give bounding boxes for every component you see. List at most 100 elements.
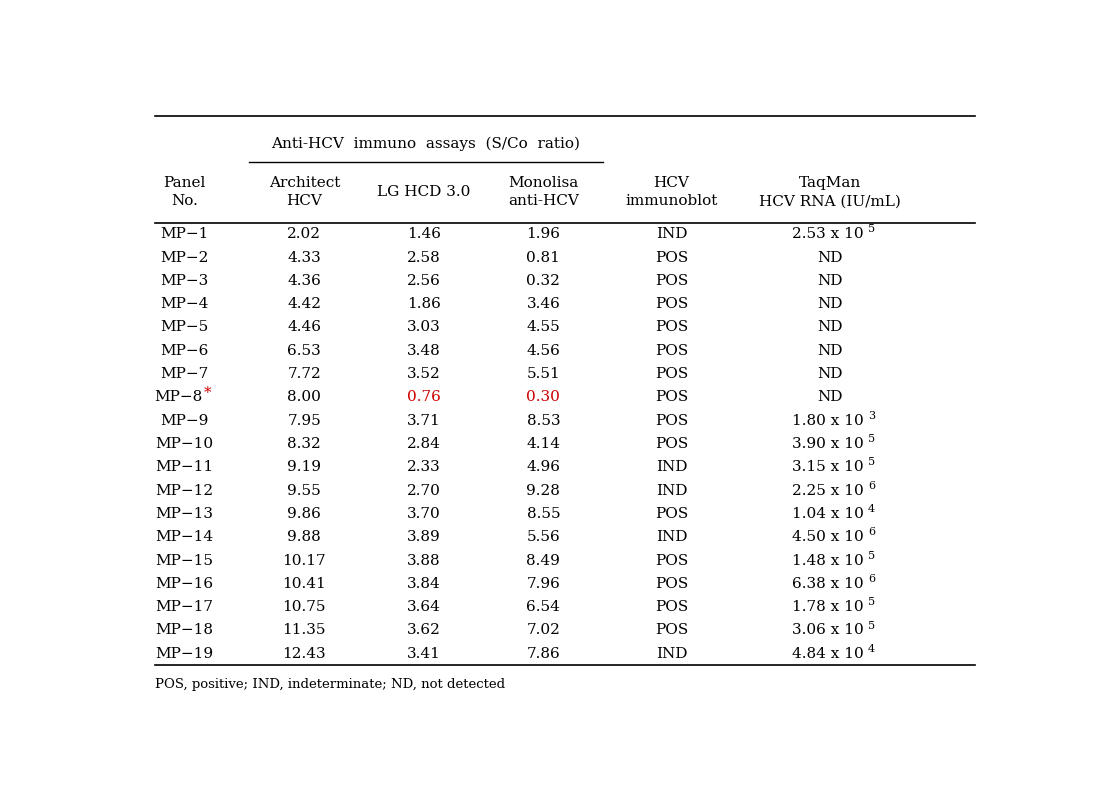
Text: 0.76: 0.76 bbox=[407, 390, 441, 404]
Text: Panel
No.: Panel No. bbox=[163, 176, 206, 209]
Text: Architect
HCV: Architect HCV bbox=[269, 176, 341, 209]
Text: 3.84: 3.84 bbox=[407, 577, 441, 591]
Text: 9.86: 9.86 bbox=[288, 507, 321, 521]
Text: IND: IND bbox=[656, 483, 688, 498]
Text: POS: POS bbox=[655, 554, 688, 567]
Text: MP−7: MP−7 bbox=[161, 367, 209, 381]
Text: 3.06 x 10: 3.06 x 10 bbox=[792, 623, 864, 638]
Text: 7.72: 7.72 bbox=[288, 367, 321, 381]
Text: MP−2: MP−2 bbox=[161, 250, 209, 265]
Text: 12.43: 12.43 bbox=[282, 647, 326, 660]
Text: 3.48: 3.48 bbox=[407, 344, 441, 358]
Text: 5: 5 bbox=[868, 434, 875, 444]
Text: ND: ND bbox=[817, 274, 842, 288]
Text: 4.42: 4.42 bbox=[288, 297, 322, 311]
Text: 10.75: 10.75 bbox=[282, 600, 326, 614]
Text: 3.52: 3.52 bbox=[407, 367, 441, 381]
Text: 0.32: 0.32 bbox=[527, 274, 560, 288]
Text: 7.96: 7.96 bbox=[527, 577, 560, 591]
Text: 9.19: 9.19 bbox=[288, 461, 322, 474]
Text: ND: ND bbox=[817, 321, 842, 334]
Text: 6: 6 bbox=[868, 574, 875, 584]
Text: POS, positive; IND, indeterminate; ND, not detected: POS, positive; IND, indeterminate; ND, n… bbox=[154, 679, 505, 691]
Text: 5: 5 bbox=[868, 621, 875, 630]
Text: IND: IND bbox=[656, 647, 688, 660]
Text: 9.88: 9.88 bbox=[288, 530, 321, 544]
Text: LG HCD 3.0: LG HCD 3.0 bbox=[377, 185, 471, 199]
Text: ND: ND bbox=[817, 390, 842, 404]
Text: 1.46: 1.46 bbox=[407, 228, 441, 241]
Text: 5.51: 5.51 bbox=[527, 367, 560, 381]
Text: 2.02: 2.02 bbox=[288, 228, 322, 241]
Text: 8.55: 8.55 bbox=[527, 507, 560, 521]
Text: 6.54: 6.54 bbox=[527, 600, 560, 614]
Text: 6: 6 bbox=[868, 528, 875, 537]
Text: MP−12: MP−12 bbox=[155, 483, 214, 498]
Text: 3.46: 3.46 bbox=[527, 297, 560, 311]
Text: 1.78 x 10: 1.78 x 10 bbox=[792, 600, 864, 614]
Text: 4.46: 4.46 bbox=[288, 321, 322, 334]
Text: 2.58: 2.58 bbox=[407, 250, 441, 265]
Text: 4.84 x 10: 4.84 x 10 bbox=[792, 647, 864, 660]
Text: POS: POS bbox=[655, 600, 688, 614]
Text: 1.96: 1.96 bbox=[527, 228, 561, 241]
Text: POS: POS bbox=[655, 507, 688, 521]
Text: 10.17: 10.17 bbox=[282, 554, 326, 567]
Text: 4: 4 bbox=[868, 644, 875, 654]
Text: MP−18: MP−18 bbox=[155, 623, 214, 638]
Text: MP−14: MP−14 bbox=[155, 530, 214, 544]
Text: POS: POS bbox=[655, 321, 688, 334]
Text: 8.32: 8.32 bbox=[288, 437, 321, 451]
Text: 3.70: 3.70 bbox=[407, 507, 441, 521]
Text: 5.56: 5.56 bbox=[527, 530, 560, 544]
Text: 3.88: 3.88 bbox=[407, 554, 441, 567]
Text: 2.56: 2.56 bbox=[407, 274, 441, 288]
Text: 6: 6 bbox=[868, 480, 875, 491]
Text: 2.84: 2.84 bbox=[407, 437, 441, 451]
Text: 10.41: 10.41 bbox=[282, 577, 326, 591]
Text: MP−16: MP−16 bbox=[155, 577, 214, 591]
Text: 4.36: 4.36 bbox=[288, 274, 321, 288]
Text: 9.28: 9.28 bbox=[527, 483, 560, 498]
Text: 7.02: 7.02 bbox=[527, 623, 560, 638]
Text: 3.41: 3.41 bbox=[407, 647, 441, 660]
Text: 4.96: 4.96 bbox=[527, 461, 561, 474]
Text: MP−6: MP−6 bbox=[161, 344, 209, 358]
Text: ND: ND bbox=[817, 344, 842, 358]
Text: 0.30: 0.30 bbox=[527, 390, 560, 404]
Text: 2.25 x 10: 2.25 x 10 bbox=[792, 483, 864, 498]
Text: ND: ND bbox=[817, 297, 842, 311]
Text: POS: POS bbox=[655, 390, 688, 404]
Text: 2.33: 2.33 bbox=[407, 461, 441, 474]
Text: 3.71: 3.71 bbox=[407, 414, 441, 427]
Text: POS: POS bbox=[655, 623, 688, 638]
Text: ND: ND bbox=[817, 367, 842, 381]
Text: *: * bbox=[204, 386, 212, 400]
Text: Monolisa
anti-HCV: Monolisa anti-HCV bbox=[508, 176, 579, 209]
Text: 7.95: 7.95 bbox=[288, 414, 321, 427]
Text: POS: POS bbox=[655, 367, 688, 381]
Text: MP−5: MP−5 bbox=[161, 321, 209, 334]
Text: 2.53 x 10: 2.53 x 10 bbox=[792, 228, 864, 241]
Text: POS: POS bbox=[655, 274, 688, 288]
Text: POS: POS bbox=[655, 414, 688, 427]
Text: 9.55: 9.55 bbox=[288, 483, 321, 498]
Text: 11.35: 11.35 bbox=[282, 623, 326, 638]
Text: HCV
immunoblot: HCV immunoblot bbox=[625, 176, 717, 209]
Text: POS: POS bbox=[655, 437, 688, 451]
Text: 4.55: 4.55 bbox=[527, 321, 560, 334]
Text: 3.15 x 10: 3.15 x 10 bbox=[792, 461, 864, 474]
Text: MP−17: MP−17 bbox=[155, 600, 214, 614]
Text: 6.38 x 10: 6.38 x 10 bbox=[792, 577, 864, 591]
Text: MP−10: MP−10 bbox=[155, 437, 214, 451]
Text: 1.48 x 10: 1.48 x 10 bbox=[792, 554, 864, 567]
Text: 3.89: 3.89 bbox=[407, 530, 441, 544]
Text: POS: POS bbox=[655, 344, 688, 358]
Text: MP−11: MP−11 bbox=[155, 461, 214, 474]
Text: 5: 5 bbox=[868, 551, 875, 561]
Text: 4.33: 4.33 bbox=[288, 250, 321, 265]
Text: 3.03: 3.03 bbox=[407, 321, 441, 334]
Text: 1.04 x 10: 1.04 x 10 bbox=[792, 507, 864, 521]
Text: MP−8: MP−8 bbox=[154, 390, 202, 404]
Text: MP−4: MP−4 bbox=[161, 297, 209, 311]
